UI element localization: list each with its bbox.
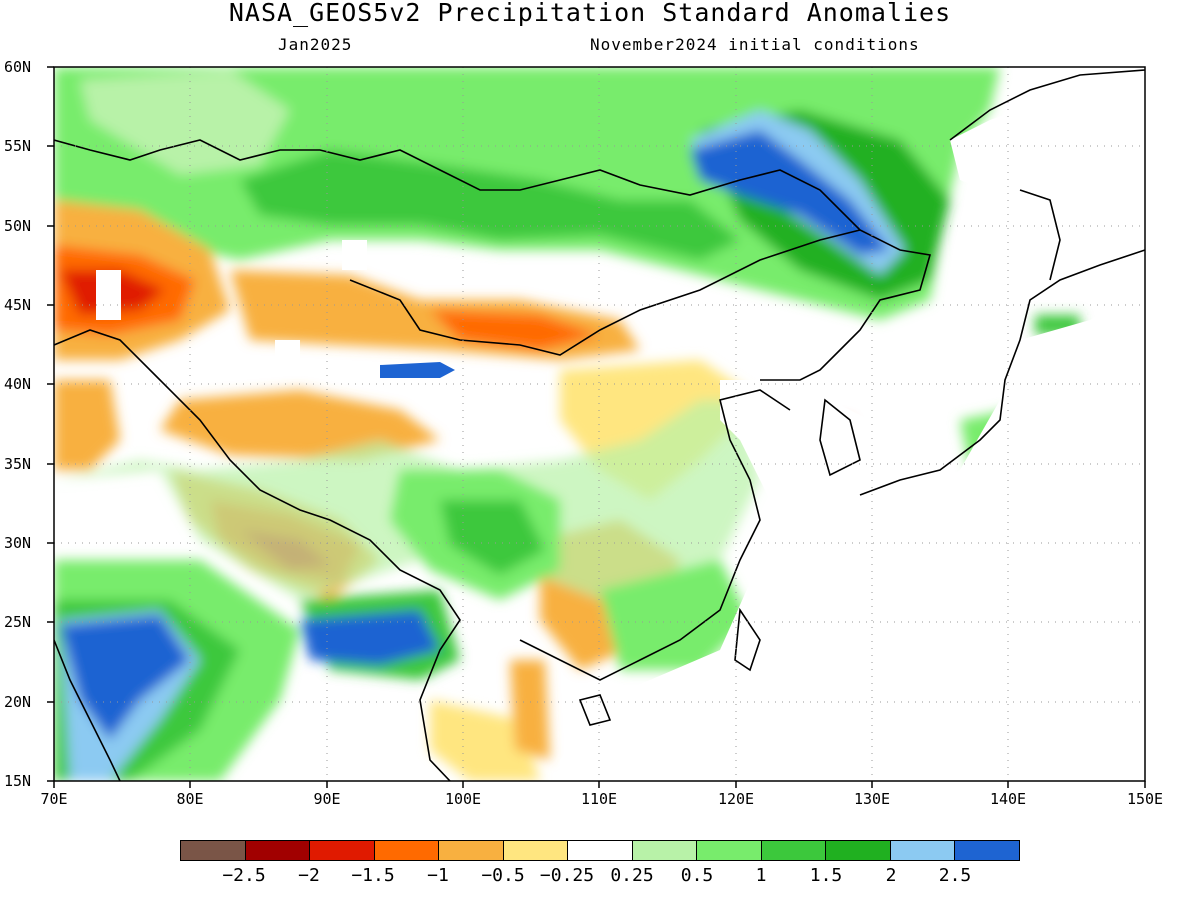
graticule <box>54 67 1145 781</box>
lat-label-60n: 60N <box>4 58 32 76</box>
colorbar-label: 0.25 <box>610 865 654 886</box>
colorbar-segment <box>697 841 762 860</box>
colorbar-label: −2 <box>298 865 320 886</box>
extreme-wet-region-bangladesh <box>300 610 440 665</box>
target-month-label: Jan2025 <box>278 35 353 54</box>
colorbar-segment <box>374 841 440 860</box>
lon-label-120e: 120E <box>717 790 755 808</box>
colorbar-segment <box>955 841 1019 860</box>
colorbar-label: 2 <box>885 865 897 886</box>
colorbar-label: 1 <box>755 865 767 886</box>
colorbar-label: 0.5 <box>680 865 714 886</box>
colorbar-segment <box>439 841 504 860</box>
colorbar-label: 2.5 <box>938 865 972 886</box>
lon-label-130e: 130E <box>853 790 891 808</box>
colorbar-segment <box>632 841 698 860</box>
lat-label-55n: 55N <box>4 137 32 155</box>
initial-conditions-label: November2024 initial conditions <box>590 35 920 54</box>
lon-label-90e: 90E <box>313 790 341 808</box>
colorbar-label: −1.5 <box>351 865 395 886</box>
tick-marks <box>47 66 1146 788</box>
dry-region-west-edge <box>54 380 120 470</box>
lat-label-40n: 40N <box>4 375 32 393</box>
masked-cell <box>96 270 121 320</box>
colorbar-label: −0.25 <box>539 865 595 886</box>
colorbar-segment <box>310 841 375 860</box>
wet-region-southeast-coast <box>600 560 750 670</box>
lat-label-35n: 35N <box>4 455 32 473</box>
colorbar-segment <box>245 841 311 860</box>
colorbar-segment <box>568 841 633 860</box>
strong-wet-region-sichuan <box>440 500 545 575</box>
lat-label-50n: 50N <box>4 217 32 235</box>
lat-label-15n: 15N <box>4 772 32 790</box>
ocean-mask-north <box>950 67 1145 300</box>
wet-spot-central <box>380 362 455 378</box>
colorbar-segment <box>890 841 956 860</box>
colorbar-segment <box>181 841 246 860</box>
very-dry-region-mongolia <box>430 310 600 350</box>
lon-label-110e: 110E <box>580 790 618 808</box>
lon-label-70e: 70E <box>40 790 68 808</box>
colorbar-segment <box>503 841 569 860</box>
map-title: NASA_GEOS5v2 Precipitation Standard Anom… <box>228 0 952 27</box>
colorbar-segment <box>761 841 827 860</box>
colorbar-label: −1 <box>427 865 449 886</box>
strong-wet-region-north <box>240 150 740 260</box>
extreme-wet-region-india <box>60 615 190 740</box>
masked-cell <box>275 340 300 365</box>
lat-label-45n: 45N <box>4 296 32 314</box>
lon-label-80e: 80E <box>176 790 204 808</box>
lon-label-100e: 100E <box>444 790 482 808</box>
extreme-wet-region-manchuria <box>690 130 890 255</box>
dry-region-indochina <box>430 700 540 781</box>
dry-region-laos <box>510 660 550 760</box>
lat-label-30n: 30N <box>4 534 32 552</box>
colorbar <box>180 840 1020 861</box>
colorbar-label: −2.5 <box>222 865 266 886</box>
lon-label-150e: 150E <box>1126 790 1164 808</box>
ocean-mask <box>560 290 1145 781</box>
light-wet-region-nw <box>80 70 290 175</box>
colorbar-segment <box>826 841 891 860</box>
colorbar-label: −0.5 <box>481 865 525 886</box>
coastlines-and-borders <box>54 69 1145 781</box>
lat-label-20n: 20N <box>4 693 32 711</box>
lat-label-25n: 25N <box>4 613 32 631</box>
masked-cell <box>342 240 367 270</box>
lon-label-140e: 140E <box>989 790 1027 808</box>
colorbar-label: 1.5 <box>809 865 843 886</box>
